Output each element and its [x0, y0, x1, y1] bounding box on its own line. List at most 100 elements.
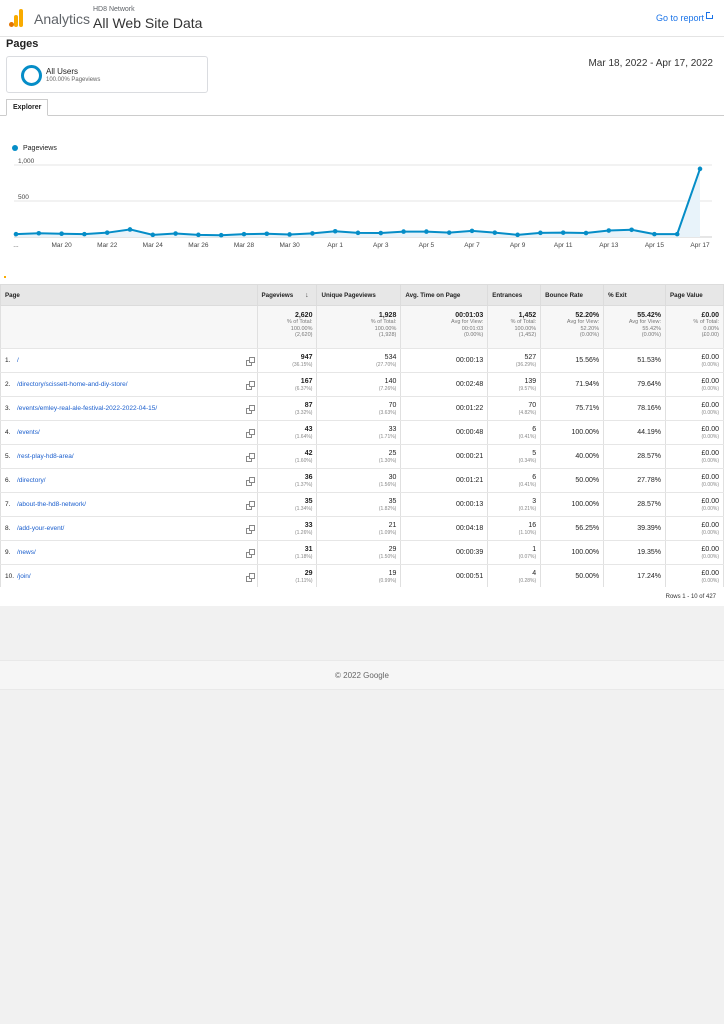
page-path-link[interactable]: /events/: [17, 429, 40, 436]
open-page-icon[interactable]: [245, 429, 255, 438]
col-header-bounce-rate[interactable]: Bounce Rate: [540, 284, 605, 306]
data-point[interactable]: [424, 229, 429, 234]
data-point[interactable]: [401, 229, 406, 234]
open-page-icon[interactable]: [245, 381, 255, 390]
metric-cell: 00:00:13: [400, 348, 489, 373]
sort-down-arrow-icon[interactable]: ↓: [305, 291, 309, 299]
analytics-logo-icon[interactable]: [9, 9, 25, 27]
chart-legend[interactable]: Pageviews: [12, 145, 57, 152]
data-point[interactable]: [697, 166, 703, 172]
data-point[interactable]: [606, 228, 612, 233]
totals-l2: 100.00%: [290, 325, 313, 332]
page-path-link[interactable]: /events/emley-real-ale-festival-2022-202…: [17, 405, 158, 412]
open-page-icon[interactable]: [245, 477, 255, 486]
data-point[interactable]: [492, 230, 498, 235]
open-page-icon[interactable]: [245, 501, 255, 510]
metric-percent: (0.00%): [701, 457, 719, 464]
data-point[interactable]: [310, 231, 315, 236]
totals-l1: Avg for View:: [628, 319, 662, 325]
metric-cell: 00:00:39: [400, 540, 489, 565]
metric-cell: £0.00 (0.00%): [665, 444, 724, 469]
data-point[interactable]: [287, 232, 292, 237]
metric-percent: (1.09%): [378, 529, 397, 536]
external-link-icon[interactable]: [706, 11, 714, 19]
col-header-page[interactable]: Page: [0, 284, 258, 306]
metric-cell: 56.25%: [540, 516, 605, 541]
row-index: 1.: [5, 357, 11, 364]
totals-l2: 52.20%: [580, 325, 600, 332]
metric-percent: (0.00%): [701, 481, 719, 488]
metric-cell: £0.00 (0.00%): [665, 564, 724, 589]
totals-l3: (0.00%): [463, 332, 484, 338]
open-page-icon[interactable]: [245, 525, 255, 534]
table-footer-bar: [0, 587, 724, 606]
page-path-link[interactable]: /rest-play-hd8-area/: [17, 453, 74, 460]
data-point[interactable]: [629, 227, 634, 233]
data-point[interactable]: [150, 232, 156, 238]
metric-cell: 00:01:22: [400, 396, 489, 421]
property-name[interactable]: All Web Site Data: [93, 15, 203, 31]
page-path-link[interactable]: /add-your-event/: [17, 525, 65, 532]
data-point[interactable]: [13, 231, 19, 237]
data-point[interactable]: [355, 230, 361, 236]
col-header-entrances[interactable]: Entrances: [487, 284, 542, 306]
go-to-report-link[interactable]: Go to report: [655, 13, 704, 23]
open-page-icon[interactable]: [245, 357, 255, 366]
page-path-link[interactable]: /directory/scissett-home-and-diy-store/: [17, 381, 128, 388]
data-point[interactable]: [241, 231, 247, 237]
data-point[interactable]: [264, 231, 270, 237]
open-page-icon[interactable]: [245, 453, 255, 462]
data-point[interactable]: [127, 227, 133, 232]
data-point[interactable]: [583, 230, 589, 236]
totals-main: 1,452: [518, 312, 537, 319]
metric-value: 30: [388, 473, 397, 481]
metric-cell: £0.00 (0.00%): [665, 540, 724, 565]
col-header-page-value[interactable]: Page Value: [665, 284, 724, 306]
page-path-link[interactable]: /: [17, 357, 19, 364]
data-point[interactable]: [652, 231, 657, 237]
data-point[interactable]: [218, 232, 224, 238]
open-page-icon[interactable]: [245, 573, 255, 582]
table-row: 1./947 (36.15%) 534 (27.70%) 00:00:13 527 (36.…: [0, 348, 724, 373]
tab-explorer[interactable]: Explorer: [6, 99, 49, 116]
pageviews-chart[interactable]: 1,000 500... Mar 20 Mar 22 Mar 24 Mar 26 Mar 2…: [0, 155, 724, 255]
data-point[interactable]: [446, 230, 452, 235]
open-page-icon[interactable]: [245, 549, 255, 558]
data-point[interactable]: [82, 231, 87, 237]
col-header-pageviews[interactable]: Pageviews ↓: [256, 284, 318, 306]
data-point[interactable]: [196, 232, 201, 238]
data-point[interactable]: [36, 230, 42, 236]
segment-card[interactable]: All Users 100.00% Pageviews: [6, 56, 208, 93]
data-point[interactable]: [674, 231, 680, 237]
date-range-picker[interactable]: Mar 18, 2022 - Apr 17, 2022: [588, 58, 713, 69]
metric-percent: (0.00%): [701, 553, 719, 560]
metric-percent: (0.00%): [701, 385, 719, 392]
col-header-avg-time[interactable]: Avg. Time on Page: [400, 284, 489, 306]
page-path-link[interactable]: /about-the-hd8-network/: [17, 501, 87, 508]
page-path-link[interactable]: /join/: [17, 573, 31, 580]
data-point[interactable]: [378, 230, 384, 236]
metric-cell: 28.57%: [603, 492, 667, 517]
data-point[interactable]: [560, 230, 566, 235]
data-point[interactable]: [469, 228, 475, 234]
x-tick-label: Apr 3: [373, 242, 389, 249]
data-point[interactable]: [173, 231, 178, 236]
x-tick-label: Mar 26: [188, 242, 209, 249]
data-point[interactable]: [538, 230, 543, 236]
open-page-icon[interactable]: [245, 405, 255, 414]
x-tick-label: Apr 9: [510, 242, 526, 249]
series-area: [16, 168, 700, 237]
metric-cell: £0.00 (0.00%): [665, 348, 724, 373]
data-point[interactable]: [332, 228, 338, 234]
page-path-link[interactable]: /directory/: [17, 477, 46, 484]
x-tick-label: Apr 15: [645, 242, 665, 249]
col-header-exit[interactable]: % Exit: [603, 284, 667, 306]
data-point[interactable]: [515, 232, 520, 238]
account-name[interactable]: HD8 Network: [93, 6, 135, 13]
data-point[interactable]: [104, 230, 110, 235]
page-path-link[interactable]: /news/: [17, 549, 36, 556]
col-header-unique-pageviews[interactable]: Unique Pageviews: [316, 284, 402, 306]
data-point[interactable]: [59, 231, 64, 236]
metric-value: 16: [528, 521, 537, 529]
totals-l2: 100.00%: [374, 325, 397, 332]
